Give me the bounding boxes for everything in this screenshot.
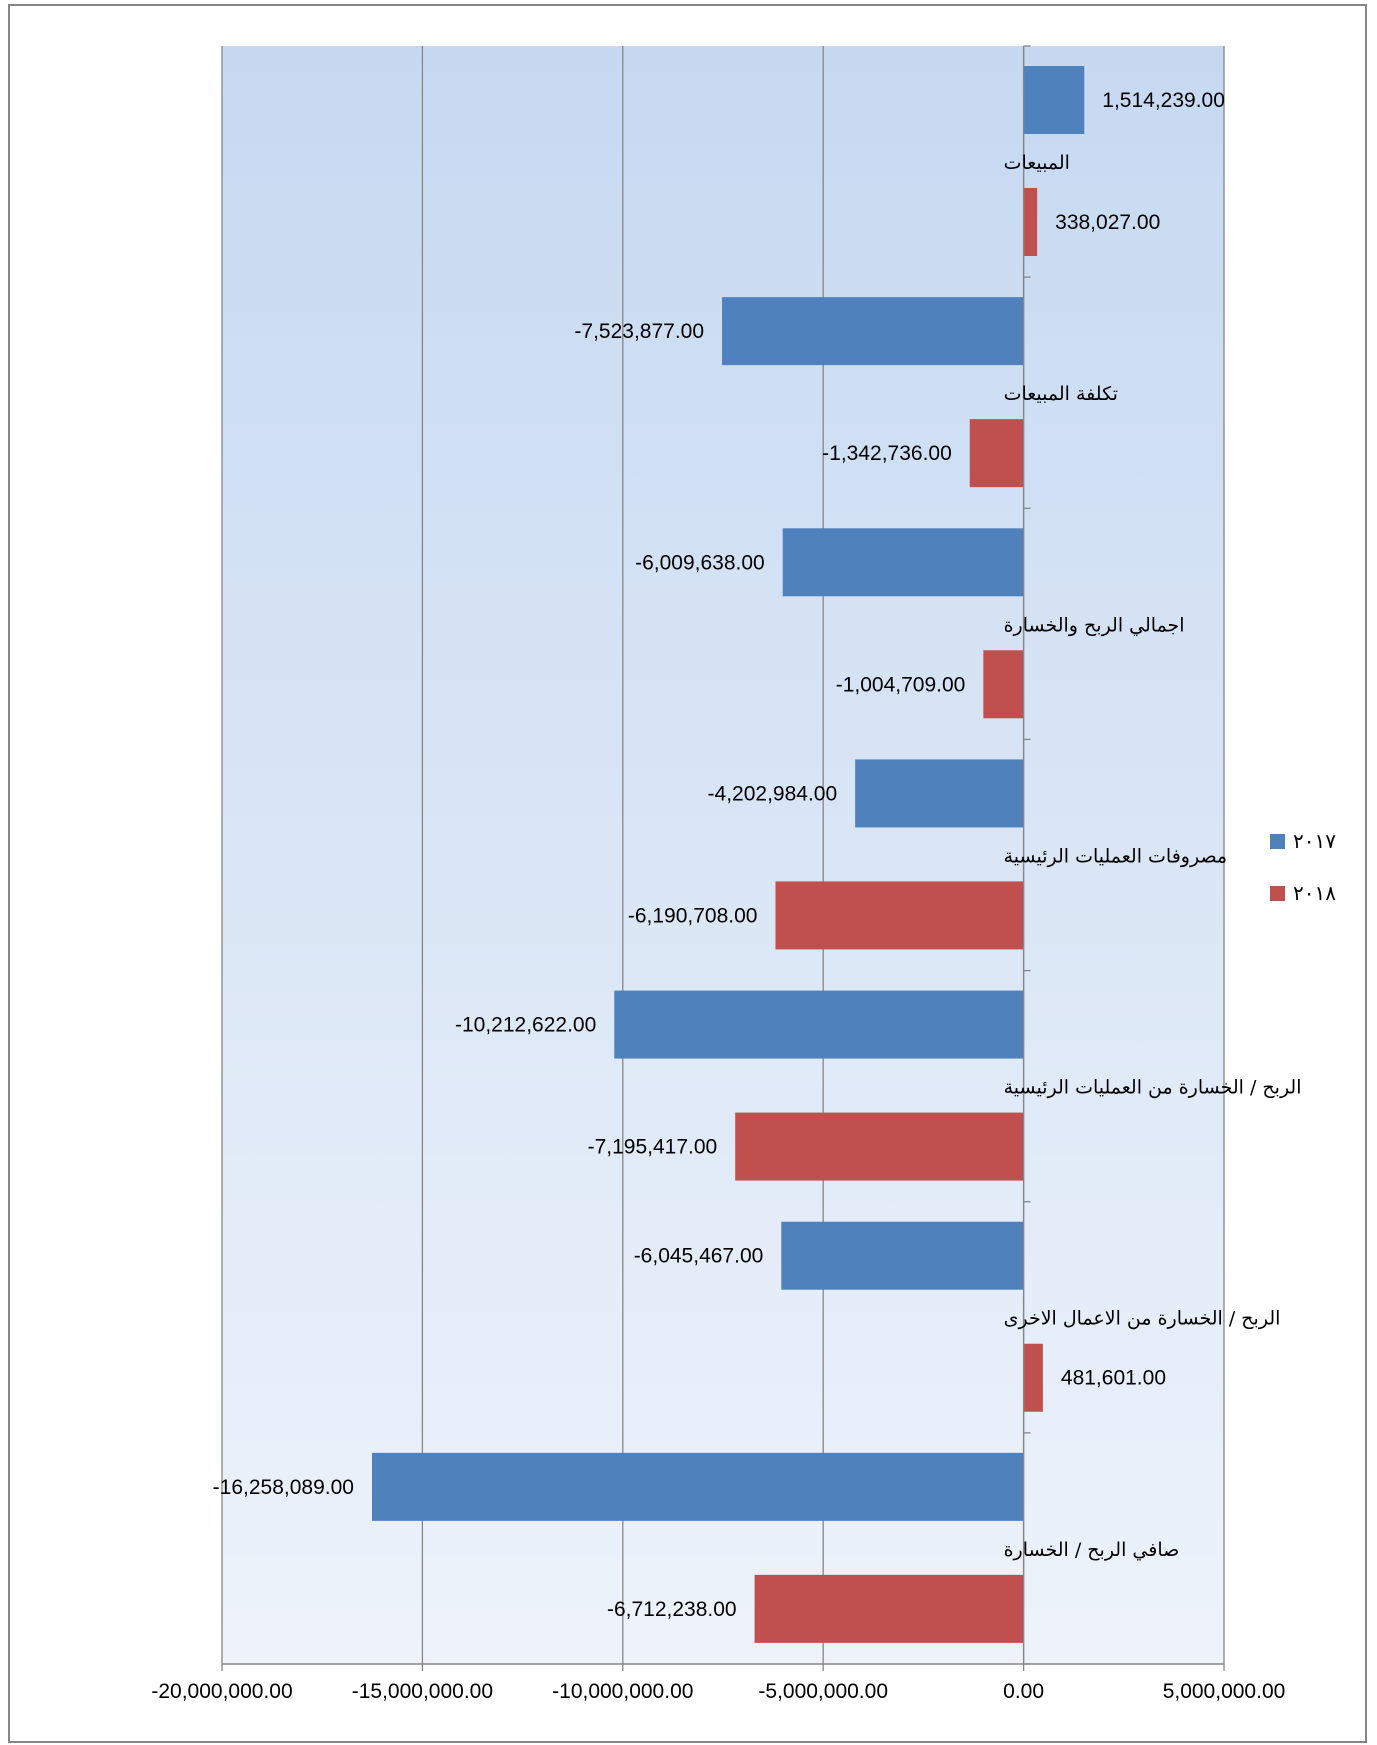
data-label-2017-6: -16,258,089.00 <box>213 1476 354 1499</box>
bar-2018-5 <box>1023 1343 1043 1412</box>
data-label-2017-5: -6,045,467.00 <box>634 1245 764 1268</box>
data-label-2017-4: -10,212,622.00 <box>455 1014 596 1037</box>
data-label-2017-3: -4,202,984.00 <box>708 782 838 805</box>
category-label-4: الربح / الخسارة من العمليات الرئيسية <box>1004 1077 1302 1099</box>
chart-frame: -20,000,000.00 -15,000,000.00 -10,000,000.… <box>8 4 1367 1743</box>
bar-2018-6 <box>754 1574 1024 1643</box>
bar-2017-4 <box>614 990 1024 1059</box>
legend-label-2017: ٢٠١٧ <box>1293 829 1336 853</box>
legend-label-2018: ٢٠١٨ <box>1293 881 1336 905</box>
x-tick-label-2: -10,000,000.00 <box>552 1680 693 1703</box>
category-label-5: الربح / الخسارة من الاعمال الاخرى <box>1004 1308 1281 1330</box>
bar-2018-1 <box>969 419 1024 488</box>
x-tick-label-4: 0.00 <box>1003 1680 1044 1703</box>
legend-swatch-2018 <box>1270 886 1285 901</box>
category-label-1: تكلفة المبيعات <box>1004 383 1118 405</box>
data-label-2018-1: -1,342,736.00 <box>822 442 952 465</box>
data-label-2017-0: 1,514,239.00 <box>1102 89 1225 112</box>
bar-2018-0 <box>1023 188 1038 256</box>
bars <box>371 66 1085 1643</box>
bar-2017-2 <box>782 528 1024 597</box>
bar-2018-3 <box>775 881 1024 950</box>
data-label-2017-2: -6,009,638.00 <box>635 551 765 574</box>
category-label-3: مصروفات العمليات الرئيسية <box>1004 845 1228 867</box>
data-label-2018-6: -6,712,238.00 <box>607 1598 737 1621</box>
x-tick-label-5: 5,000,000.00 <box>1163 1680 1286 1703</box>
bar-2018-4 <box>735 1112 1024 1181</box>
data-label-2017-1: -7,523,877.00 <box>574 320 704 343</box>
data-label-2018-3: -6,190,708.00 <box>628 904 758 927</box>
legend-swatch-2017 <box>1270 834 1285 849</box>
x-tick-label-0: -20,000,000.00 <box>151 1680 292 1703</box>
data-label-2018-5: 481,601.00 <box>1061 1367 1166 1390</box>
labels: 1,514,239.00 338,027.00 المبيعات -7,523,877… <box>213 89 1302 1621</box>
x-tick-label-3: -5,000,000.00 <box>758 1680 888 1703</box>
axes: -20,000,000.00 -15,000,000.00 -10,000,000.… <box>151 45 1286 1703</box>
data-label-2018-0: 338,027.00 <box>1055 211 1160 234</box>
category-label-0: المبيعات <box>1004 152 1070 174</box>
bar-2017-3 <box>855 759 1024 828</box>
bar-chart: -20,000,000.00 -15,000,000.00 -10,000,000.… <box>151 45 1336 1703</box>
category-label-2: اجمالي الربح والخسارة <box>1004 614 1185 636</box>
bar-2018-2 <box>983 650 1024 719</box>
legend: ٢٠١٧ ٢٠١٨ <box>1270 829 1336 905</box>
bar-2017-1 <box>722 297 1024 366</box>
bar-2017-0 <box>1023 66 1085 134</box>
category-label-6: صافي الربح / الخسارة <box>1004 1539 1180 1561</box>
bar-2017-6 <box>371 1452 1024 1521</box>
bar-2017-5 <box>781 1221 1024 1290</box>
x-tick-label-1: -15,000,000.00 <box>352 1680 493 1703</box>
data-label-2018-2: -1,004,709.00 <box>836 673 966 696</box>
data-label-2018-4: -7,195,417.00 <box>588 1136 718 1159</box>
